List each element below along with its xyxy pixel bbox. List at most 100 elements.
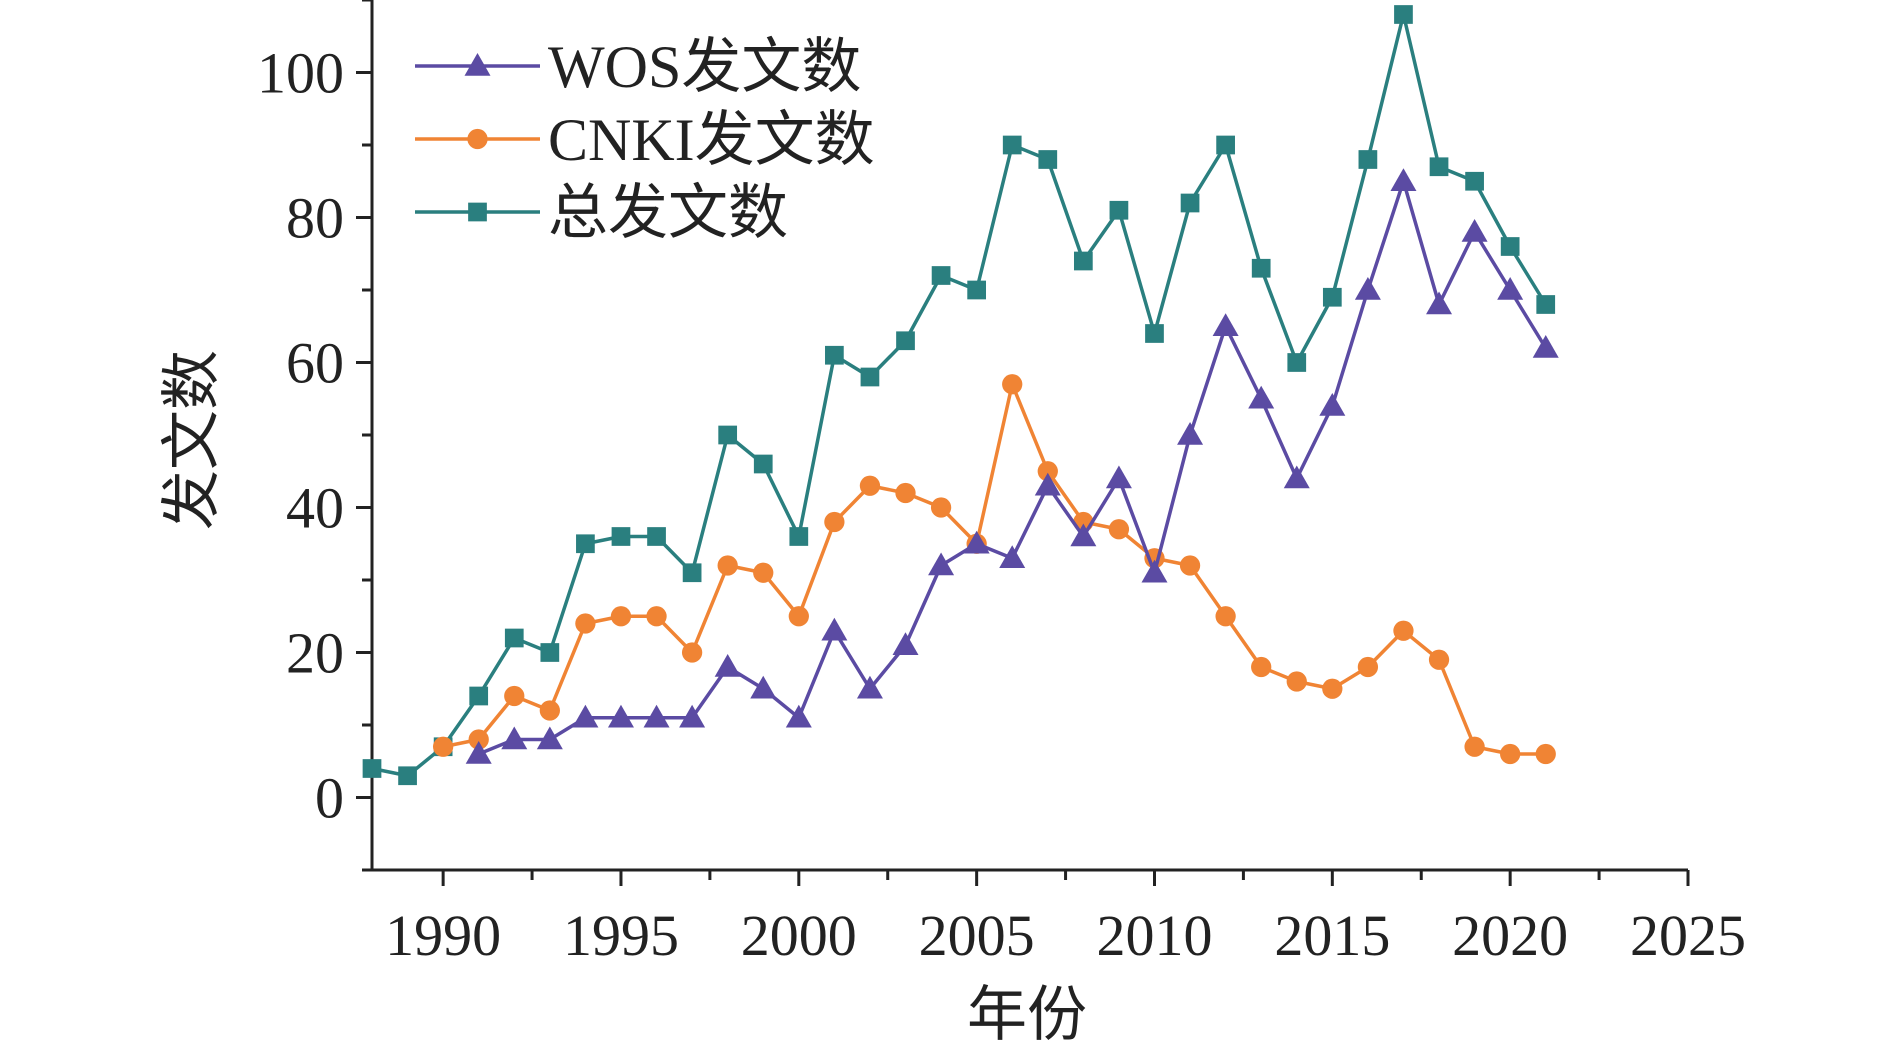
y-tick-label: 40 bbox=[286, 476, 344, 541]
data-point-square bbox=[576, 534, 595, 554]
data-point-circle bbox=[1002, 374, 1023, 395]
data-point-triangle bbox=[643, 704, 670, 728]
data-point-square bbox=[1465, 171, 1484, 191]
data-point-square bbox=[1500, 237, 1520, 256]
data-point-circle bbox=[681, 642, 703, 663]
x-tick-label: 2010 bbox=[1096, 903, 1212, 968]
y-axis-title: 发文数 bbox=[159, 350, 225, 530]
data-point-square bbox=[682, 563, 702, 583]
data-point-triangle bbox=[501, 726, 528, 750]
data-point-circle bbox=[895, 482, 916, 504]
series-1 bbox=[432, 374, 1556, 765]
data-point-circle bbox=[1393, 620, 1414, 641]
data-point-circle bbox=[1500, 743, 1521, 765]
series-line bbox=[478, 179, 1548, 756]
data-point-circle bbox=[1179, 555, 1201, 576]
data-point-circle bbox=[467, 128, 488, 150]
data-point-square bbox=[647, 527, 666, 546]
data-point-square bbox=[967, 280, 987, 300]
data-point-square bbox=[931, 266, 951, 285]
data-point-square bbox=[1180, 193, 1200, 213]
data-point-circle bbox=[1251, 656, 1272, 678]
data-point-triangle bbox=[1070, 523, 1097, 547]
data-point-triangle bbox=[750, 675, 777, 699]
data-point-square bbox=[468, 202, 487, 222]
data-point-triangle bbox=[572, 704, 599, 728]
data-point-circle bbox=[1286, 671, 1307, 692]
data-point-triangle bbox=[999, 545, 1026, 568]
data-point-circle bbox=[859, 475, 881, 496]
data-point-square bbox=[753, 454, 773, 474]
x-tick-label: 2025 bbox=[1630, 903, 1746, 968]
data-point-circle bbox=[504, 685, 525, 707]
x-axis-title: 年份 bbox=[967, 982, 1087, 1048]
data-point-triangle bbox=[785, 704, 812, 728]
data-point-circle bbox=[1357, 656, 1379, 678]
series-line bbox=[442, 382, 1546, 756]
data-point-circle bbox=[1037, 461, 1058, 482]
x-tick-label: 2000 bbox=[741, 903, 857, 968]
x-tick-label: 2020 bbox=[1452, 903, 1568, 968]
legend-item-1: CNKI发文数 bbox=[415, 107, 875, 173]
data-point-triangle bbox=[856, 675, 883, 699]
data-point-square bbox=[860, 367, 880, 387]
data-point-triangle bbox=[714, 654, 741, 677]
data-point-square bbox=[1429, 157, 1449, 177]
data-point-square bbox=[1251, 258, 1271, 278]
data-point-triangle bbox=[1105, 465, 1132, 489]
series-line bbox=[371, 12, 1548, 778]
y-tick-label: 20 bbox=[286, 621, 344, 686]
y-tick-label: 60 bbox=[286, 331, 344, 396]
data-point-circle bbox=[575, 613, 596, 634]
data-point-circle bbox=[539, 700, 560, 721]
x-tick-label: 2005 bbox=[919, 903, 1035, 968]
data-point-triangle bbox=[1141, 559, 1168, 583]
data-point-circle bbox=[1535, 743, 1556, 765]
data-point-triangle bbox=[607, 704, 634, 728]
data-point-triangle bbox=[1283, 465, 1310, 489]
series-2 bbox=[362, 5, 1556, 786]
data-point-triangle bbox=[1177, 422, 1204, 445]
data-point-triangle bbox=[1354, 277, 1381, 300]
data-point-triangle bbox=[536, 726, 563, 750]
data-point-circle bbox=[1108, 519, 1130, 540]
data-point-square bbox=[1145, 324, 1164, 343]
legend-item-2: 总发文数 bbox=[415, 180, 788, 246]
data-point-circle bbox=[717, 555, 738, 576]
y-tick-label: 80 bbox=[286, 186, 344, 251]
data-point-circle bbox=[468, 729, 489, 750]
y-tick-label: 0 bbox=[315, 766, 344, 831]
data-point-square bbox=[825, 345, 844, 365]
data-point-circle bbox=[610, 606, 632, 627]
data-point-circle bbox=[930, 497, 952, 518]
data-point-square bbox=[1038, 150, 1058, 169]
data-point-triangle bbox=[1034, 472, 1061, 496]
data-point-triangle bbox=[1248, 385, 1275, 409]
data-point-square bbox=[1287, 353, 1307, 372]
data-point-triangle bbox=[1426, 291, 1453, 315]
data-point-triangle bbox=[679, 704, 706, 728]
data-point-square bbox=[1073, 251, 1093, 271]
data-point-triangle bbox=[892, 632, 919, 655]
data-point-triangle bbox=[1390, 168, 1417, 191]
data-point-square bbox=[1394, 5, 1413, 24]
data-point-square bbox=[1216, 135, 1235, 155]
data-point-circle bbox=[1464, 736, 1485, 757]
data-point-square bbox=[469, 686, 489, 706]
data-point-circle bbox=[824, 511, 845, 533]
data-point-triangle bbox=[928, 552, 955, 576]
data-point-square bbox=[1322, 287, 1342, 307]
series-0 bbox=[465, 168, 1559, 764]
data-point-square bbox=[362, 759, 382, 778]
data-point-circle bbox=[432, 736, 454, 757]
legend-label: CNKI发文数 bbox=[548, 107, 875, 173]
data-point-triangle bbox=[1212, 313, 1239, 336]
legend-label: 总发文数 bbox=[548, 180, 788, 246]
data-point-square bbox=[1536, 295, 1556, 314]
x-tick-label: 1995 bbox=[563, 903, 679, 968]
data-point-circle bbox=[1215, 606, 1236, 627]
data-point-square bbox=[1358, 150, 1378, 169]
data-point-triangle bbox=[963, 530, 990, 554]
